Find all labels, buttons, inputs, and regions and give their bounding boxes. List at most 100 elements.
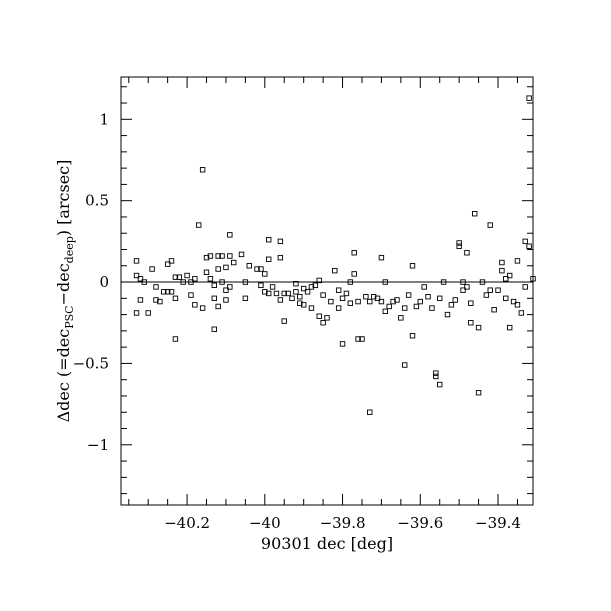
data-point <box>367 409 373 415</box>
y-tick-label: −1 <box>87 436 109 454</box>
data-point <box>207 276 214 282</box>
y-tick-label: 1 <box>99 110 109 128</box>
data-point <box>526 95 532 101</box>
y-tick-label: −0.5 <box>73 354 109 372</box>
data-point <box>188 279 194 285</box>
data-point <box>464 284 470 290</box>
data-point <box>168 258 175 264</box>
data-point <box>514 302 521 308</box>
y-tick-label: 0 <box>99 273 109 291</box>
data-point <box>300 285 307 292</box>
x-tick-label: −39.4 <box>475 514 521 532</box>
data-point <box>269 284 276 290</box>
y-axis-label-sub-deep: deep <box>63 236 76 263</box>
data-point <box>456 243 462 249</box>
data-point <box>499 267 505 274</box>
data-point <box>425 293 431 300</box>
data-point <box>359 336 365 342</box>
data-point <box>281 318 287 324</box>
data-point <box>196 222 202 228</box>
data-point <box>180 279 186 285</box>
data-point <box>320 292 326 298</box>
data-point <box>386 303 392 310</box>
data-point <box>429 305 435 311</box>
data-point <box>211 282 217 289</box>
data-point <box>153 284 159 290</box>
data-point <box>460 287 466 293</box>
data-point <box>514 258 521 264</box>
data-point <box>339 295 346 302</box>
plot-frame <box>120 76 534 506</box>
data-point <box>530 276 536 282</box>
data-point <box>479 279 486 285</box>
data-point <box>518 310 525 316</box>
data-point <box>192 302 198 308</box>
data-point <box>215 303 221 310</box>
data-point <box>448 302 455 308</box>
data-point <box>440 279 447 285</box>
data-point <box>281 290 287 297</box>
data-point <box>223 297 229 303</box>
data-point <box>238 251 245 258</box>
data-point <box>510 298 517 305</box>
data-point <box>161 289 167 295</box>
data-point <box>468 300 474 306</box>
data-point <box>297 300 303 306</box>
data-point <box>265 237 272 243</box>
data-point <box>378 298 385 305</box>
data-point <box>258 282 264 289</box>
data-point <box>468 320 474 326</box>
data-point <box>157 298 163 305</box>
data-point <box>367 298 373 305</box>
data-point <box>495 287 501 293</box>
x-tick-label: −40 <box>249 514 281 532</box>
data-point <box>227 284 233 290</box>
data-point <box>300 302 307 308</box>
data-point <box>254 266 260 272</box>
data-point <box>149 266 155 272</box>
data-point <box>207 253 214 259</box>
data-point <box>199 305 206 311</box>
data-point <box>246 263 252 269</box>
data-point <box>433 373 439 380</box>
data-point <box>347 300 354 306</box>
data-point <box>308 284 315 290</box>
data-point <box>503 295 509 302</box>
data-point <box>506 272 513 279</box>
data-point <box>475 390 482 396</box>
data-point <box>351 250 357 256</box>
x-tick-label: −39.6 <box>397 514 443 532</box>
data-point <box>223 287 229 293</box>
data-point <box>382 308 389 315</box>
data-point <box>137 276 144 282</box>
data-point <box>464 250 470 256</box>
data-point <box>316 313 322 319</box>
data-point <box>262 289 268 295</box>
data-point <box>487 222 493 228</box>
y-axis-label-mid: −dec <box>54 263 73 305</box>
data-point <box>211 295 217 302</box>
data-point <box>526 243 532 249</box>
data-point <box>312 282 319 289</box>
y-tick-label: 0.5 <box>85 192 109 210</box>
data-point <box>203 269 210 275</box>
data-point <box>199 167 206 173</box>
data-point <box>320 320 326 326</box>
x-axis-label: 90301 dec [deg] <box>261 534 393 553</box>
data-point <box>409 263 416 269</box>
x-tick-label: −40.2 <box>164 514 210 532</box>
data-point <box>460 279 466 285</box>
y-axis-label-prefix: Δdec (=dec <box>54 329 73 423</box>
data-point <box>273 290 280 297</box>
data-point <box>203 254 210 261</box>
data-point <box>491 307 497 313</box>
data-point <box>335 287 342 293</box>
data-point <box>522 284 528 290</box>
data-point <box>409 333 416 339</box>
data-point <box>285 290 291 297</box>
y-axis-label-suffix: ) [arcsec] <box>54 160 73 237</box>
data-point <box>137 297 144 303</box>
data-point <box>328 298 334 305</box>
data-point <box>437 295 443 302</box>
